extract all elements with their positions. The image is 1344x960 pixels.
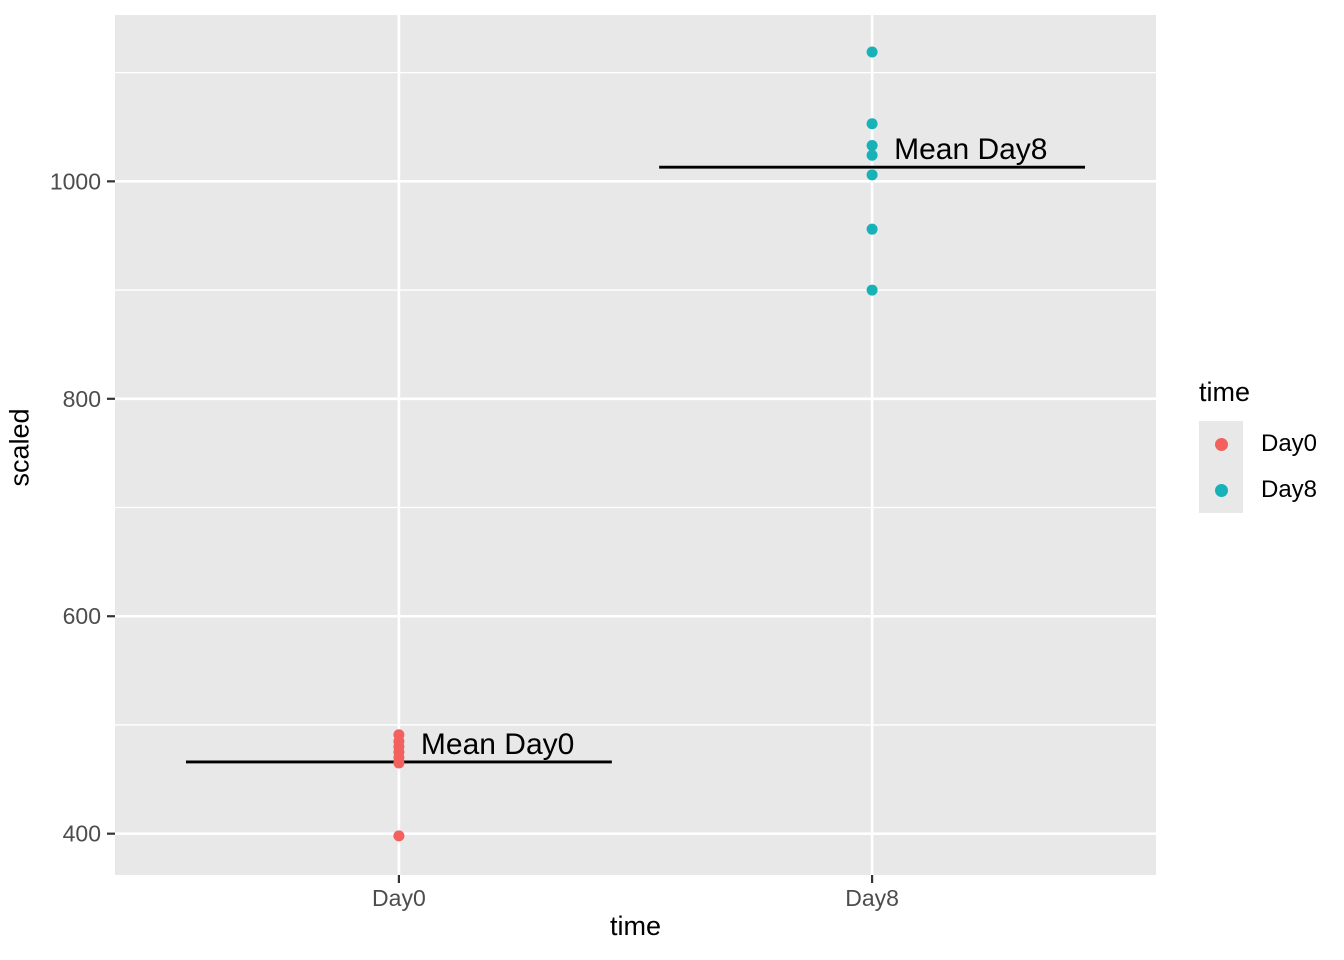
data-point: [393, 729, 405, 741]
data-point: [866, 149, 878, 161]
x-tick-label: Day8: [845, 885, 899, 911]
legend-entry-day0: Day0: [1199, 421, 1317, 467]
legend-key-day8: [1199, 467, 1243, 513]
plot-panel: [115, 15, 1156, 875]
day0-point-icon: [1214, 437, 1228, 451]
legend-label-day0: Day0: [1261, 430, 1318, 457]
data-point: [866, 169, 878, 181]
data-point: [866, 284, 878, 296]
mean-annotation: Mean Day0: [421, 728, 574, 761]
mean-annotation: Mean Day8: [894, 133, 1047, 166]
y-axis-title: scaled: [4, 408, 35, 487]
data-point: [393, 830, 405, 842]
x-axis-title: time: [609, 911, 661, 941]
legend-title: time: [1199, 377, 1251, 407]
y-tick-label: 800: [63, 386, 101, 412]
y-tick-label: 1000: [50, 168, 101, 194]
data-point: [866, 139, 878, 151]
y-tick-label: 600: [63, 603, 101, 629]
day8-point-icon: [1214, 483, 1228, 497]
data-point: [866, 46, 878, 58]
x-tick-label: Day0: [372, 885, 426, 911]
legend-entry-day8: Day8: [1199, 467, 1317, 513]
legend-label-day8: Day8: [1261, 476, 1318, 503]
data-point: [866, 223, 878, 235]
y-tick-label: 400: [63, 821, 101, 847]
legend: time Day0 Day8: [1199, 377, 1317, 513]
legend-key-day0: [1199, 421, 1243, 467]
data-point: [866, 118, 878, 130]
